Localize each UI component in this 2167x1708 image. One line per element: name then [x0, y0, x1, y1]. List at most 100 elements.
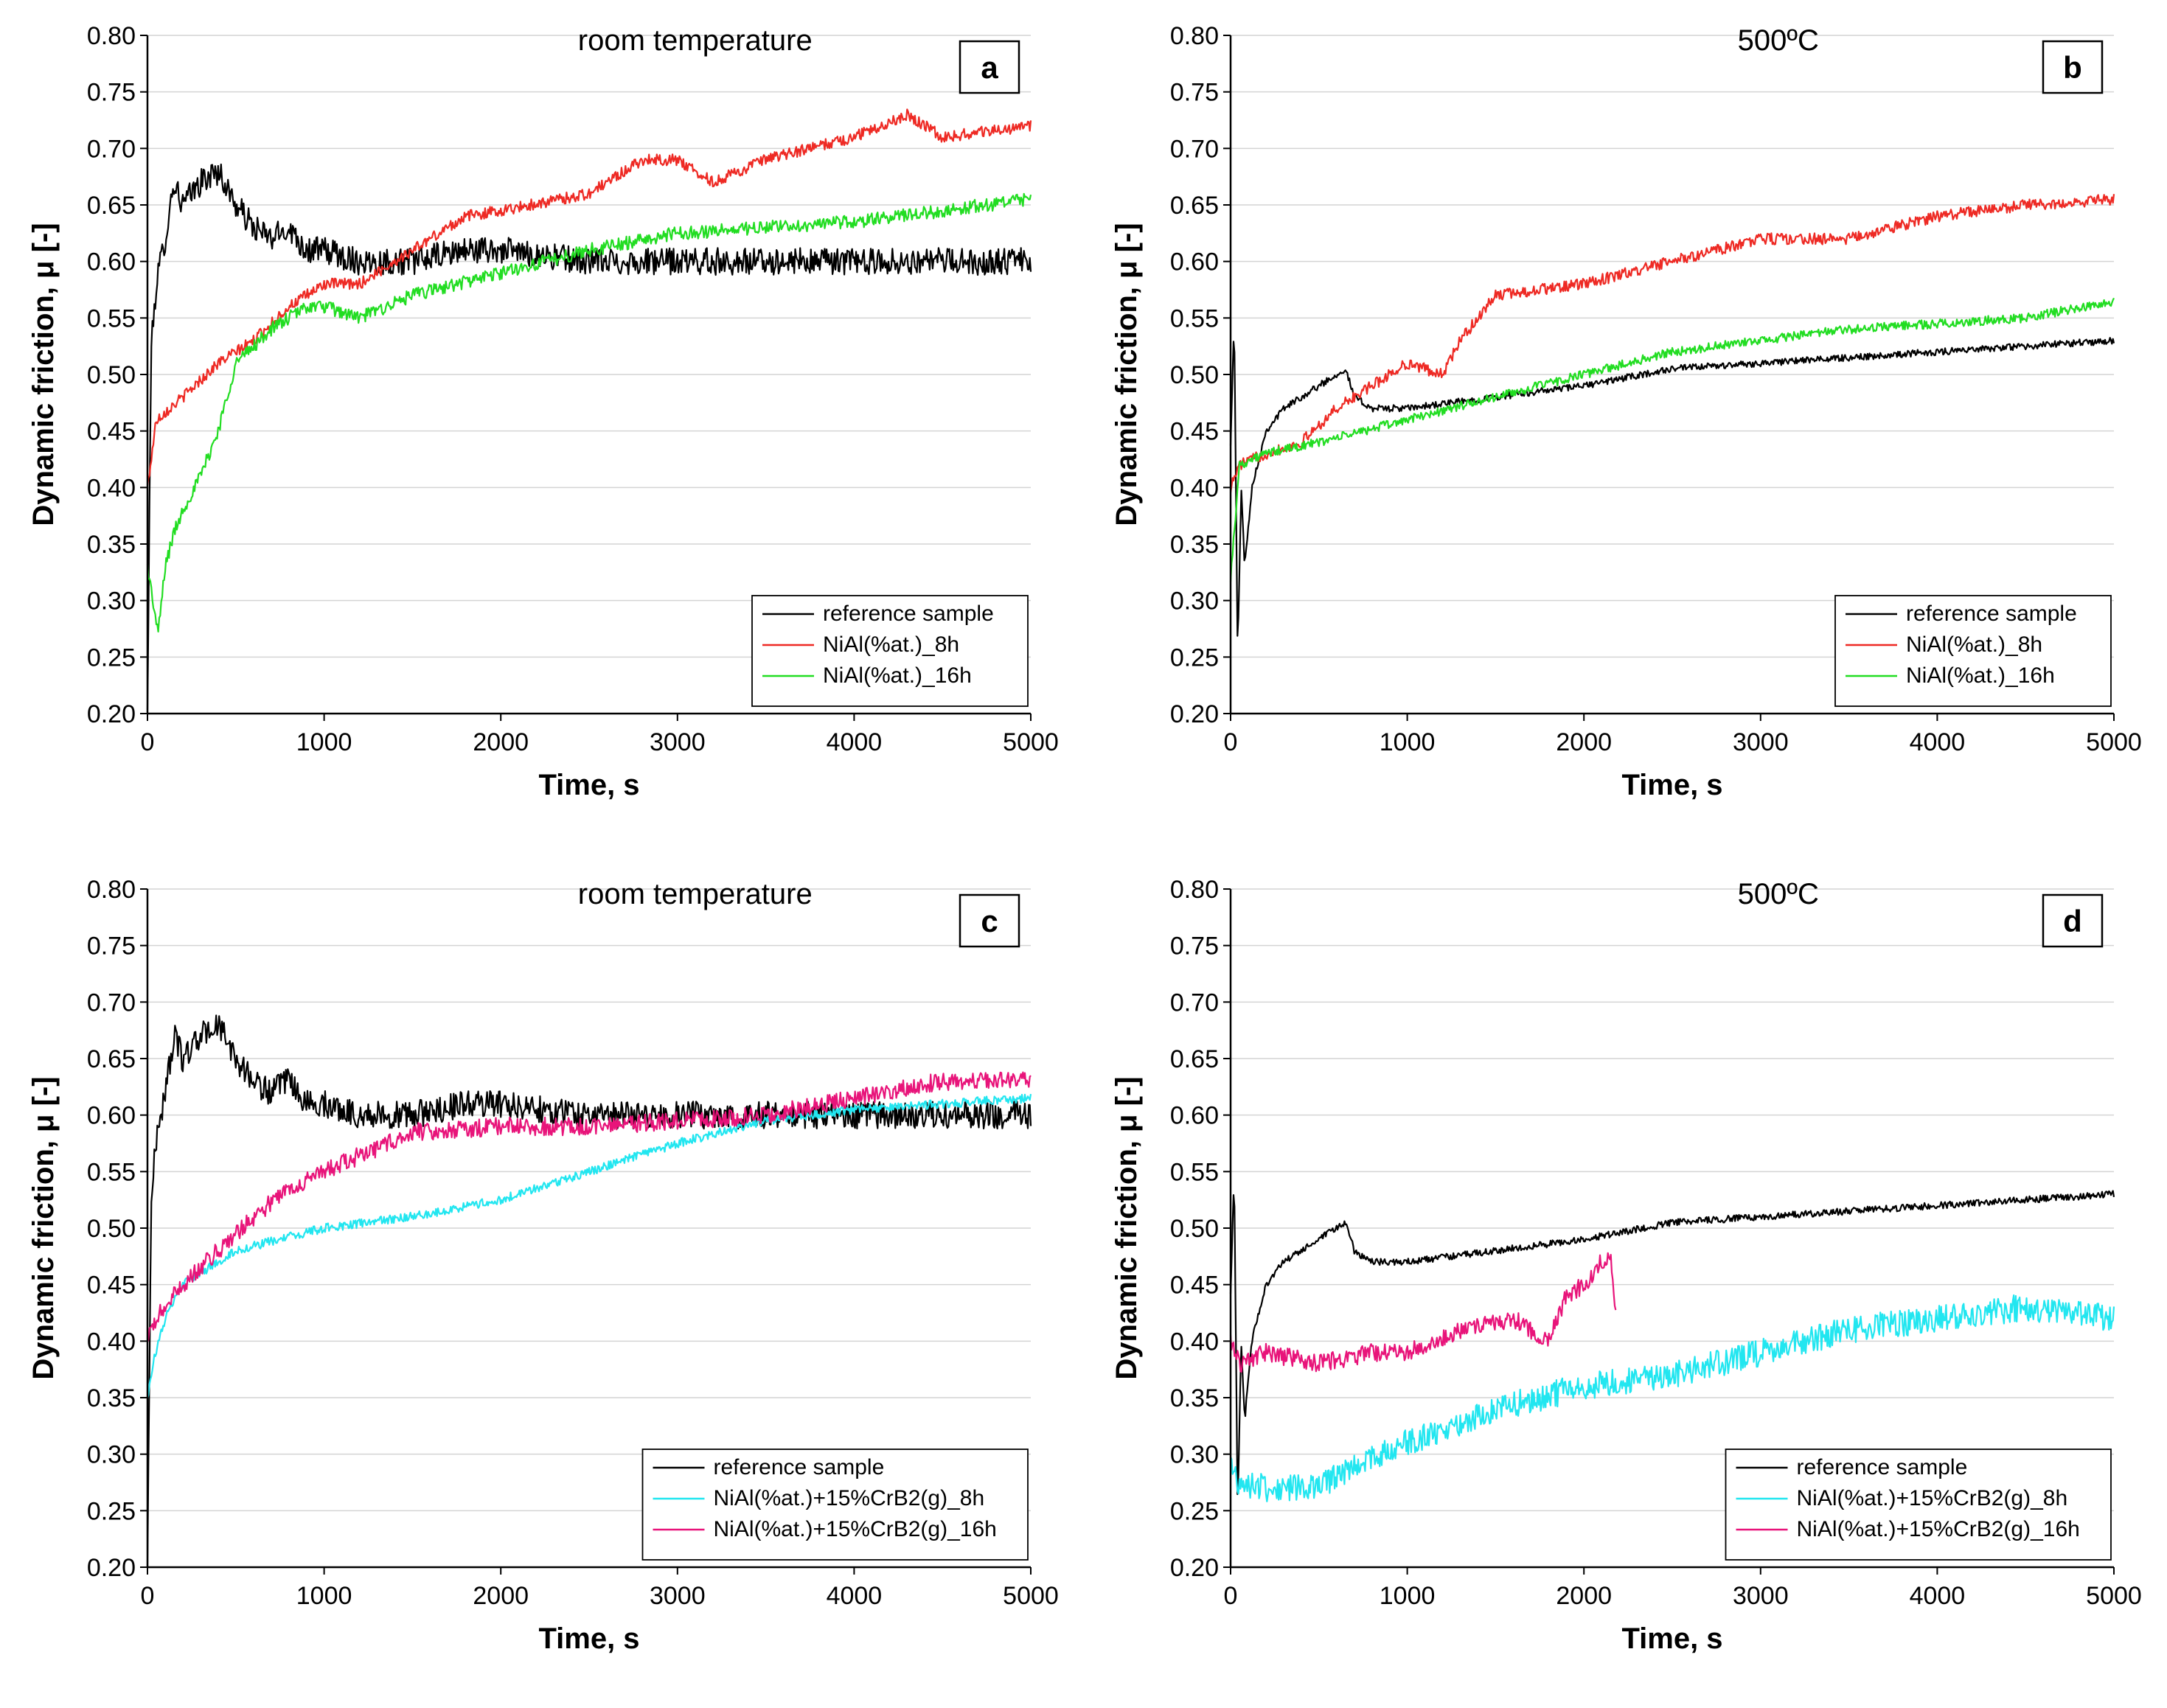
x-axis-title: Time, s	[538, 769, 639, 801]
y-tick-label: 0.60	[87, 1102, 136, 1130]
panel-letter: a	[981, 50, 998, 85]
y-tick-label: 0.70	[87, 135, 136, 163]
y-tick-label: 0.80	[87, 22, 136, 50]
panel-letter: b	[2063, 50, 2082, 85]
x-tick-label: 0	[141, 1582, 155, 1610]
panel-b: 0.20 0.25 0.30 0.35 0.40 0.45 0.50 0.55 0.60 0.65…	[1083, 0, 2167, 854]
y-tick-label: 0.20	[1170, 700, 1219, 728]
x-axis-title: Time, s	[1621, 1622, 1722, 1655]
y-tick-label: 0.70	[87, 989, 136, 1017]
y-axis-title: Dynamic friction, μ [-]	[27, 1076, 60, 1379]
series-line-2	[1229, 194, 2115, 493]
y-tick-label: 0.80	[1170, 22, 1219, 50]
x-tick-label: 2000	[1556, 728, 1612, 756]
y-tick-label: 0.30	[87, 1441, 136, 1469]
legend-box	[641, 1449, 1029, 1561]
panel-d: 0.20 0.25 0.30 0.35 0.40 0.45 0.50 0.55 0.60 0.65…	[1083, 854, 2167, 1707]
y-tick-label: 0.35	[87, 531, 136, 559]
x-tick-label: 1000	[1380, 1582, 1436, 1610]
y-axis-title: Dynamic friction, μ [-]	[1110, 1076, 1143, 1379]
y-tick-label: 0.30	[1170, 588, 1219, 616]
y-tick-label: 0.70	[1170, 135, 1219, 163]
x-tick-label: 2000	[1556, 1582, 1612, 1610]
x-tick-label: 5000	[2086, 728, 2142, 756]
legend-label-2: NiAl(%at.)+15%CrB2(g)_8h	[714, 1486, 985, 1510]
x-tick-label: 4000	[1910, 728, 1966, 756]
legend-box	[1725, 1449, 2112, 1561]
y-tick-label: 0.80	[1170, 876, 1219, 904]
legend-label-1: reference sample	[1797, 1455, 1968, 1479]
x-tick-label: 1000	[296, 728, 352, 756]
x-tick-label: 0	[141, 728, 155, 756]
y-tick-label: 0.40	[87, 474, 136, 502]
x-tick-label: 3000	[650, 728, 706, 756]
panel-letter-box	[959, 40, 1020, 94]
y-tick-label: 0.30	[87, 588, 136, 616]
x-tick-label: 5000	[1003, 1582, 1059, 1610]
legend-label-3: NiAl(%at.)_16h	[823, 663, 972, 688]
chart-title: 500ºC	[1738, 24, 1819, 57]
series-line-2	[146, 108, 1032, 487]
panel-letter: c	[981, 904, 998, 938]
chart-d: 0.20 0.25 0.30 0.35 0.40 0.45 0.50 0.55 0.60 0.65…	[1110, 876, 2142, 1655]
chart-b: 0.20 0.25 0.30 0.35 0.40 0.45 0.50 0.55 0.60 0.65…	[1110, 22, 2142, 801]
y-tick-label: 0.20	[87, 1554, 136, 1582]
series-line-3	[146, 1071, 1032, 1343]
legend-label-1: reference sample	[1906, 602, 2077, 626]
chart-title: room temperature	[578, 24, 813, 57]
legend-label-2: NiAl(%at.)_8h	[823, 632, 959, 657]
y-tick-label: 0.40	[87, 1328, 136, 1356]
y-tick-label: 0.45	[1170, 1272, 1219, 1300]
y-tick-label: 0.55	[1170, 304, 1219, 332]
y-tick-label: 0.35	[87, 1384, 136, 1412]
series-line-3	[1229, 297, 2115, 582]
y-tick-label: 0.25	[1170, 644, 1219, 672]
series-line-1	[1229, 1190, 2115, 1496]
x-axis-title: Time, s	[1621, 769, 1722, 801]
x-tick-label: 4000	[1910, 1582, 1966, 1610]
y-tick-label: 0.65	[87, 1045, 136, 1073]
panel-a: 0.20 0.25 0.30 0.35 0.40 0.45 0.50 0.55 0.60 0.65…	[0, 0, 1084, 854]
y-tick-label: 0.55	[1170, 1158, 1219, 1186]
y-tick-label: 0.50	[87, 1215, 136, 1243]
x-tick-label: 0	[1224, 728, 1238, 756]
x-tick-label: 4000	[827, 728, 883, 756]
y-axis-title: Dynamic friction, μ [-]	[27, 223, 60, 526]
legend-label-1: reference sample	[823, 602, 994, 626]
legend-label-1: reference sample	[714, 1455, 885, 1479]
panel-letter-box	[2042, 40, 2104, 94]
y-tick-label: 0.40	[1170, 474, 1219, 502]
y-axis-title: Dynamic friction, μ [-]	[1110, 223, 1143, 526]
chart-title: room temperature	[578, 878, 813, 910]
y-tick-label: 0.70	[1170, 989, 1219, 1017]
series-line-1	[146, 163, 1032, 710]
y-tick-label: 0.20	[1170, 1554, 1219, 1582]
x-tick-label: 3000	[650, 1582, 706, 1610]
x-tick-label: 0	[1224, 1582, 1238, 1610]
series-line-2	[1229, 1294, 2115, 1502]
y-tick-label: 0.45	[87, 418, 136, 446]
x-tick-label: 1000	[1380, 728, 1436, 756]
legend-label-3: NiAl(%at.)_16h	[1906, 663, 2055, 688]
y-tick-label: 0.55	[87, 1158, 136, 1186]
y-tick-label: 0.60	[1170, 1102, 1219, 1130]
y-tick-label: 0.35	[1170, 1384, 1219, 1412]
y-tick-label: 0.65	[1170, 1045, 1219, 1073]
chart-c: 0.20 0.25 0.30 0.35 0.40 0.45 0.50 0.55 0.60 0.65…	[27, 876, 1059, 1655]
series-line-3	[1229, 1252, 1617, 1373]
y-tick-label: 0.75	[87, 933, 136, 961]
y-tick-label: 0.30	[1170, 1441, 1219, 1469]
panel-c: 0.20 0.25 0.30 0.35 0.40 0.45 0.50 0.55 0.60 0.65…	[0, 854, 1084, 1707]
chart-title: 500ºC	[1738, 878, 1819, 910]
x-tick-label: 1000	[296, 1582, 352, 1610]
x-axis-title: Time, s	[538, 1622, 639, 1655]
y-tick-label: 0.80	[87, 876, 136, 904]
series-line-1	[1229, 337, 2115, 637]
y-tick-label: 0.50	[1170, 1215, 1219, 1243]
panel-letter-box	[959, 893, 1020, 948]
y-tick-label: 0.60	[87, 248, 136, 276]
legend-label-2: NiAl(%at.)+15%CrB2(g)_8h	[1797, 1486, 2068, 1510]
y-tick-label: 0.45	[87, 1272, 136, 1300]
legend-label-2: NiAl(%at.)_8h	[1906, 632, 2042, 657]
y-tick-label: 0.60	[1170, 248, 1219, 276]
